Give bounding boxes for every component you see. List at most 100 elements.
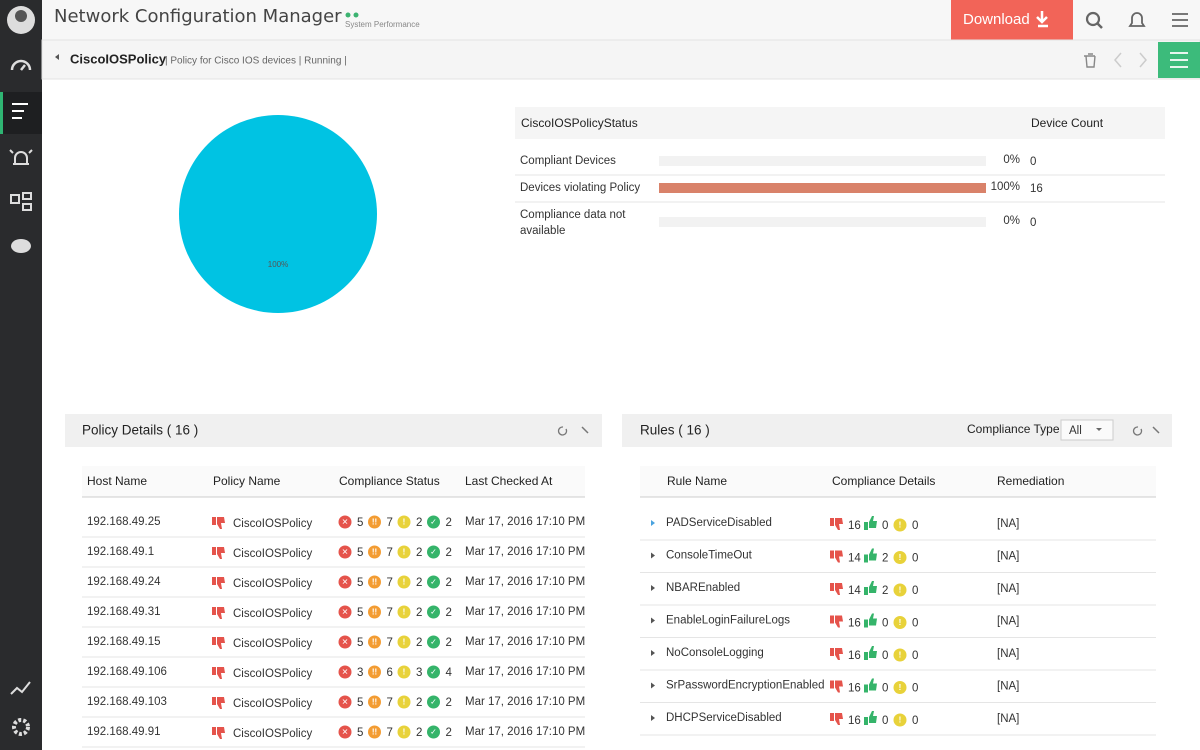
compliant-count: 0 [882,650,888,662]
panel-header [65,414,602,447]
status-icon-glyph: !! [372,548,377,557]
host-name[interactable]: 192.168.49.106 [87,666,167,678]
unknown-icon-glyph: ! [899,586,902,595]
active-indicator [0,92,3,134]
rule-name[interactable]: DHCPServiceDisabled [666,712,782,724]
status-icon [338,665,352,679]
status-icon-glyph: ✓ [430,518,437,527]
host-name[interactable]: 192.168.49.1 [87,546,154,558]
search-icon[interactable] [1085,11,1101,27]
reports-icon[interactable] [10,681,31,695]
download-button[interactable] [951,0,1073,40]
unknown-icon-glyph: ! [899,651,902,660]
status-icon [397,725,411,739]
menu-icon [1170,52,1188,68]
expand-arrow[interactable] [651,617,655,624]
delete-icon[interactable] [1084,53,1096,68]
status-icon [338,635,352,649]
violation-icon [212,667,225,679]
alarm-icon[interactable] [9,149,33,165]
column-header: CiscoIOSPolicyStatus [521,116,638,130]
download-label: Download [963,11,1030,28]
status-count: 7 [387,517,393,529]
status-count: 2 [446,517,452,529]
expand-arrow[interactable] [651,520,655,526]
compliant-icon [864,646,877,660]
rule-name[interactable]: PADServiceDisabled [666,517,772,529]
status-icon-glyph: !! [372,518,377,527]
host-name[interactable]: 192.168.49.91 [87,726,161,738]
status-count: 6 [387,667,393,679]
expand-arrow[interactable] [651,682,655,689]
refresh-icon[interactable] [1132,426,1143,436]
unknown-icon [893,648,907,662]
status-icon-glyph: ! [403,578,406,587]
column-header: Compliance Details [832,474,935,488]
expand-arrow[interactable] [651,715,655,721]
system-performance[interactable]: System Performance [345,20,420,29]
status-icon [368,725,381,739]
status-count: 2 [416,607,422,619]
status-icon-glyph: ✕ [342,728,349,737]
host-name[interactable]: 192.168.49.24 [87,576,161,588]
rule-name[interactable]: NoConsoleLogging [666,647,764,659]
expand-icon[interactable] [1152,426,1160,434]
violation-count: 14 [848,553,861,565]
remediation: [NA] [997,616,1019,628]
status-count: 4 [446,667,453,679]
status-icon [427,515,440,529]
host-name[interactable]: 192.168.49.31 [87,606,161,618]
app-title: Network Configuration Manager [54,6,342,27]
filter-select[interactable] [1060,419,1114,441]
remediation: [NA] [997,648,1019,660]
expand-arrow[interactable] [651,552,655,559]
host-name[interactable]: 192.168.49.103 [87,696,167,708]
compliant-icon [864,548,877,563]
expand-icon[interactable] [581,426,589,434]
violation-icon [830,680,843,693]
rule-name[interactable]: SrPasswordEncryptionEnabled [666,680,825,692]
policy-name: CiscoIOSPolicy [233,698,312,710]
policy-icon[interactable] [12,103,28,119]
bar-track [659,217,986,227]
policy-name: CiscoIOSPolicy [233,578,312,590]
status-icon-glyph: ! [403,728,406,737]
pie-slice [179,115,377,313]
host-name[interactable]: 192.168.49.15 [87,636,161,648]
host-name[interactable]: 192.168.49.25 [87,516,161,528]
settings-icon[interactable] [1172,13,1188,27]
status-icon-glyph: ✕ [342,698,349,707]
expand-arrow[interactable] [651,585,655,591]
status-count: 2 [446,577,452,589]
rule-name[interactable]: ConsoleTimeOut [666,550,753,562]
violation-icon [212,607,225,619]
expand-arrow[interactable] [651,650,655,656]
column-header: Policy Name [213,474,281,488]
status-count: 2 [446,607,452,619]
refresh-icon[interactable] [557,426,568,436]
network-icon[interactable] [10,194,20,204]
status-count: 7 [387,637,393,649]
chat-icon[interactable] [11,239,31,253]
unknown-icon [893,616,907,629]
status-icon [368,515,381,529]
rule-name[interactable]: NBAREnabled [666,582,740,594]
policy-description: | Policy for Cisco IOS devices | Running… [165,56,347,67]
network-node [22,203,32,211]
rule-name[interactable]: EnableLoginFailureLogs [666,615,790,627]
status-icon [368,605,381,619]
back-arrow[interactable] [55,54,59,60]
status-icon [338,695,352,709]
dashboard-icon[interactable] [10,59,32,71]
settings-gear[interactable] [12,718,30,736]
column-header: Rule Name [667,474,727,488]
status-bar [659,183,986,193]
last-checked: Mar 17, 2016 17:10 PM [465,636,585,648]
pager-arrows[interactable] [1114,52,1147,68]
compliant-icon [864,613,877,628]
last-checked: Mar 17, 2016 17:10 PM [465,696,585,708]
bell-icon[interactable] [1128,12,1146,27]
device-count: 0 [1030,217,1036,229]
remediation: [NA] [997,551,1019,563]
